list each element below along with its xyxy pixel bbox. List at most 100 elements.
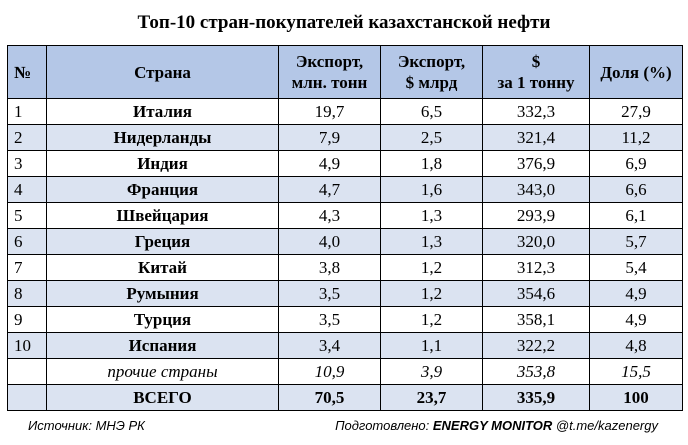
row-price: 376,9	[482, 150, 590, 177]
oil-export-table: № Страна Экспорт, млн. тонн Экспорт, $ м…	[7, 45, 683, 411]
row-country: Греция	[46, 228, 279, 255]
row-tonnes: 3,5	[278, 280, 381, 307]
row-share: 100	[589, 384, 683, 411]
prepared-brand: ENERGY MONITOR	[432, 418, 553, 433]
row-usd: 1,2	[380, 306, 483, 333]
header-share: Доля (%)	[589, 45, 683, 99]
row-price: 320,0	[482, 228, 590, 255]
row-share: 27,9	[589, 98, 683, 125]
row-share: 6,6	[589, 176, 683, 203]
prepared-prefix: Подготовлено:	[335, 418, 433, 433]
row-num: 9	[7, 306, 47, 333]
row-country: Румыния	[46, 280, 279, 307]
row-share: 4,9	[589, 280, 683, 307]
header-country: Страна	[46, 45, 279, 99]
row-usd: 2,5	[380, 124, 483, 151]
row-country: Италия	[46, 98, 279, 125]
row-price: 335,9	[482, 384, 590, 411]
header-row: № Страна Экспорт, млн. тонн Экспорт, $ м…	[7, 45, 683, 99]
table-title: Топ-10 стран-покупателей казахстанской н…	[137, 12, 551, 33]
header-export-tonnes-line2: млн. тонн	[291, 73, 368, 92]
row-tonnes: 3,4	[278, 332, 381, 359]
row-num: 2	[7, 124, 47, 151]
row-tonnes: 7,9	[278, 124, 381, 151]
row-price: 343,0	[482, 176, 590, 203]
header-price-line2: за 1 тонну	[497, 73, 575, 92]
row-price: 332,3	[482, 98, 590, 125]
row-usd: 23,7	[380, 384, 483, 411]
header-num: №	[7, 45, 47, 99]
row-tonnes: 4,9	[278, 150, 381, 177]
row-tonnes: 3,5	[278, 306, 381, 333]
row-country: прочие страны	[46, 358, 279, 385]
row-num: 7	[7, 254, 47, 281]
header-price-line1: $	[531, 52, 541, 71]
row-tonnes: 4,7	[278, 176, 381, 203]
prepared-by-note: Подготовлено: ENERGY MONITOR @t.me/kazen…	[335, 416, 658, 436]
table-row: 2 Нидерланды 7,9 2,5 321,4 11,2	[7, 124, 683, 151]
row-price: 312,3	[482, 254, 590, 281]
table-row: 4 Франция 4,7 1,6 343,0 6,6	[7, 176, 683, 203]
row-country: Швейцария	[46, 202, 279, 229]
row-usd: 1,6	[380, 176, 483, 203]
row-tonnes: 70,5	[278, 384, 381, 411]
row-country: Индия	[46, 150, 279, 177]
row-price: 353,8	[482, 358, 590, 385]
row-usd: 6,5	[380, 98, 483, 125]
row-tonnes: 4,0	[278, 228, 381, 255]
row-share: 6,9	[589, 150, 683, 177]
table-row: 8 Румыния 3,5 1,2 354,6 4,9	[7, 280, 683, 307]
row-country: Нидерланды	[46, 124, 279, 151]
row-price: 293,9	[482, 202, 590, 229]
total-row: ВСЕГО 70,5 23,7 335,9 100	[7, 384, 683, 411]
row-share: 5,4	[589, 254, 683, 281]
table-row: 9 Турция 3,5 1,2 358,1 4,9	[7, 306, 683, 333]
row-tonnes: 19,7	[278, 98, 381, 125]
row-tonnes: 10,9	[278, 358, 381, 385]
row-price: 358,1	[482, 306, 590, 333]
row-usd: 1,2	[380, 254, 483, 281]
row-price: 322,2	[482, 332, 590, 359]
row-num	[7, 384, 47, 411]
header-export-usd-line1: Экспорт,	[397, 52, 466, 71]
table-row: 7 Китай 3,8 1,2 312,3 5,4	[7, 254, 683, 281]
row-country: Турция	[46, 306, 279, 333]
row-num: 8	[7, 280, 47, 307]
row-price: 354,6	[482, 280, 590, 307]
row-share: 5,7	[589, 228, 683, 255]
row-tonnes: 4,3	[278, 202, 381, 229]
row-share: 4,8	[589, 332, 683, 359]
row-country: Франция	[46, 176, 279, 203]
row-country: Китай	[46, 254, 279, 281]
header-export-usd-line2: $ млрд	[405, 73, 458, 92]
other-countries-row: прочие страны 10,9 3,9 353,8 15,5	[7, 358, 683, 385]
row-share: 11,2	[589, 124, 683, 151]
row-num	[7, 358, 47, 385]
prepared-suffix: @t.me/kazenergy	[552, 418, 658, 433]
row-share: 6,1	[589, 202, 683, 229]
row-usd: 1,2	[380, 280, 483, 307]
row-num: 4	[7, 176, 47, 203]
table-row: 1 Италия 19,7 6,5 332,3 27,9	[7, 98, 683, 125]
row-usd: 1,3	[380, 202, 483, 229]
row-usd: 3,9	[380, 358, 483, 385]
table-row: 10 Испания 3,4 1,1 322,2 4,8	[7, 332, 683, 359]
row-num: 5	[7, 202, 47, 229]
row-country: Испания	[46, 332, 279, 359]
header-export-tonnes: Экспорт, млн. тонн	[278, 45, 381, 99]
row-usd: 1,3	[380, 228, 483, 255]
row-share: 4,9	[589, 306, 683, 333]
table-row: 6 Греция 4,0 1,3 320,0 5,7	[7, 228, 683, 255]
row-num: 6	[7, 228, 47, 255]
row-usd: 1,1	[380, 332, 483, 359]
row-num: 3	[7, 150, 47, 177]
table-row: 5 Швейцария 4,3 1,3 293,9 6,1	[7, 202, 683, 229]
row-country: ВСЕГО	[46, 384, 279, 411]
row-usd: 1,8	[380, 150, 483, 177]
row-num: 1	[7, 98, 47, 125]
row-share: 15,5	[589, 358, 683, 385]
source-note: Источник: МНЭ РК	[28, 418, 145, 433]
row-price: 321,4	[482, 124, 590, 151]
header-export-usd: Экспорт, $ млрд	[380, 45, 483, 99]
table-row: 3 Индия 4,9 1,8 376,9 6,9	[7, 150, 683, 177]
